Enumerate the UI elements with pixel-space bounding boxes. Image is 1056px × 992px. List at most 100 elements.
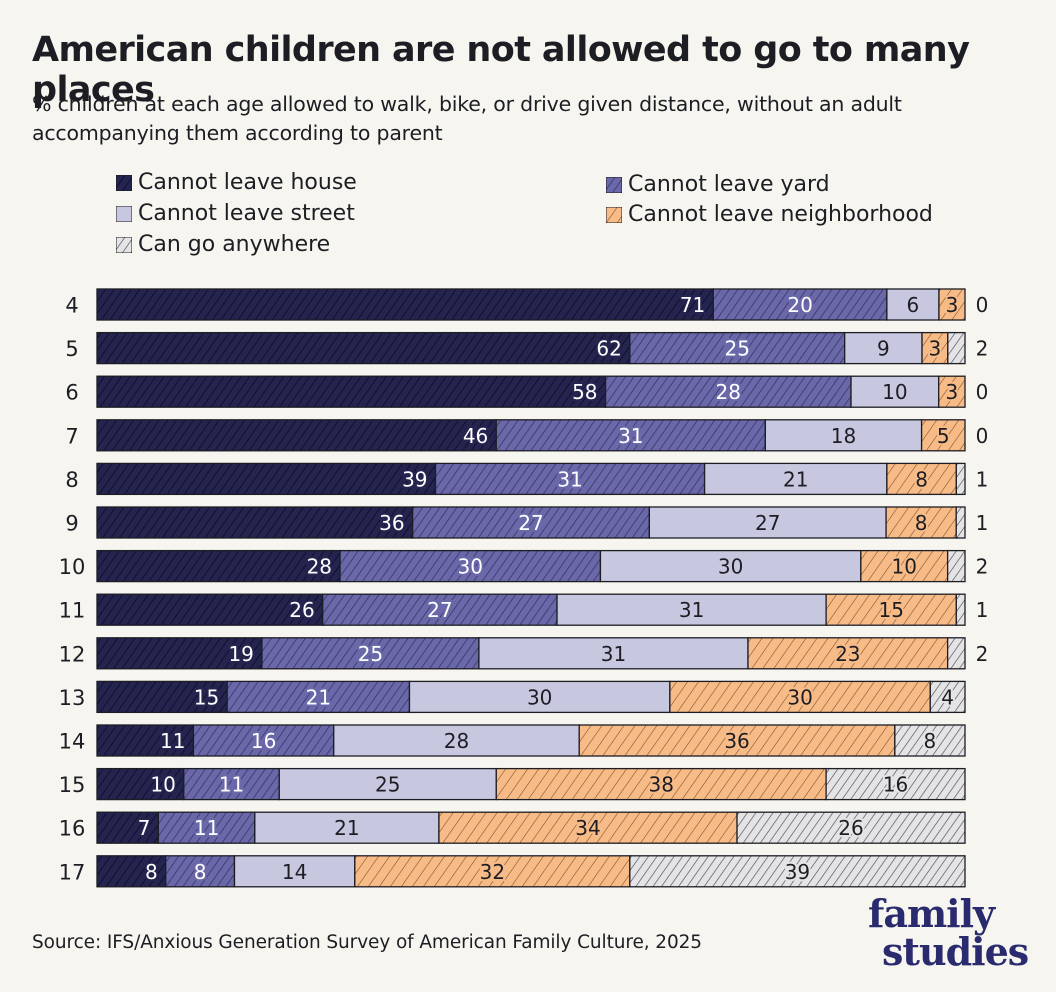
bar-yard-age-5	[629, 331, 846, 365]
bar-yard-age-9	[411, 506, 651, 539]
bar-street-age-16	[254, 811, 440, 844]
data-label-anywhere-age-8: 1	[976, 467, 989, 491]
bar-neighborhood-age-9	[885, 506, 957, 539]
data-label-anywhere-age-17: 39	[785, 860, 810, 884]
bar-street-age-8	[703, 462, 888, 496]
bar-anywhere-age-9	[955, 506, 966, 539]
bar-anywhere-age-5	[947, 331, 966, 365]
data-label-neighborhood-age-16: 34	[575, 816, 600, 840]
bar-neighborhood-age-14	[578, 724, 896, 757]
bar-house-age-10	[96, 549, 341, 583]
bar-yard-age-10	[339, 549, 602, 583]
data-label-yard-age-12: 25	[358, 642, 383, 666]
data-label-house-age-6: 58	[572, 380, 597, 404]
logo-line-2: studies	[882, 929, 1029, 974]
age-label-15: 15	[59, 773, 86, 797]
data-label-anywhere-age-16: 26	[838, 816, 863, 840]
bar-anywhere-age-11	[955, 593, 966, 626]
chart-title: American children are not allowed to go …	[32, 30, 970, 110]
legend-item-street: Cannot leave street	[116, 201, 355, 226]
data-label-yard-age-17: 8	[194, 860, 207, 884]
age-label-12: 12	[59, 642, 86, 666]
age-label-10: 10	[59, 555, 86, 579]
bar-yard-age-7	[495, 419, 767, 452]
data-label-anywhere-age-7: 0	[976, 424, 989, 448]
age-label-17: 17	[59, 860, 86, 884]
legend-item-house: Cannot leave house	[116, 170, 357, 195]
bar-street-age-14	[333, 724, 580, 757]
data-label-anywhere-age-14: 8	[924, 729, 937, 753]
bar-yard-age-13	[226, 680, 411, 714]
data-label-yard-age-4: 20	[787, 293, 812, 317]
data-label-neighborhood-age-5: 3	[929, 337, 942, 361]
data-label-street-age-17: 14	[282, 860, 307, 884]
bar-yard-age-12	[261, 637, 480, 670]
bar-house-age-16	[96, 811, 160, 844]
bar-street-age-9	[648, 506, 887, 539]
data-label-house-age-5: 62	[596, 337, 621, 361]
data-label-anywhere-age-15: 16	[883, 773, 908, 797]
bar-anywhere-age-8	[955, 462, 966, 496]
data-label-street-age-9: 27	[755, 511, 780, 535]
data-label-neighborhood-age-11: 15	[878, 598, 903, 622]
bar-neighborhood-age-5	[921, 331, 949, 365]
data-label-house-age-17: 8	[145, 860, 158, 884]
bar-house-age-14	[96, 724, 195, 757]
data-label-yard-age-14: 16	[251, 729, 276, 753]
data-label-house-age-12: 19	[228, 642, 253, 666]
data-label-street-age-15: 25	[375, 773, 400, 797]
data-label-neighborhood-age-9: 8	[915, 511, 928, 535]
legend-swatch-yard	[606, 176, 622, 193]
legend-label-neighborhood: Cannot leave neighborhood	[628, 202, 933, 227]
legend-item-anywhere: Can go anywhere	[116, 232, 330, 257]
data-label-yard-age-15: 11	[219, 773, 244, 797]
data-label-yard-age-9: 27	[518, 511, 543, 535]
data-label-neighborhood-age-14: 36	[724, 729, 749, 753]
data-label-yard-age-13: 21	[306, 685, 331, 709]
bar-neighborhood-age-4	[938, 288, 966, 321]
data-label-house-age-8: 39	[402, 467, 427, 491]
data-label-street-age-12: 31	[601, 642, 626, 666]
age-label-11: 11	[59, 599, 86, 623]
bar-neighborhood-age-7	[920, 419, 966, 452]
chart-subtitle: % children at each age allowed to walk, …	[32, 92, 902, 145]
bar-yard-age-11	[322, 593, 558, 626]
logo-line-1: family	[868, 891, 995, 936]
bar-street-age-12	[478, 637, 749, 670]
data-label-neighborhood-age-13: 30	[787, 685, 812, 709]
data-label-street-age-5: 9	[877, 337, 890, 361]
data-label-anywhere-age-4: 0	[976, 293, 989, 317]
legend-label-street: Cannot leave street	[138, 201, 355, 226]
bar-anywhere-age-17	[629, 855, 966, 888]
data-label-anywhere-age-9: 1	[976, 511, 989, 535]
bar-neighborhood-age-10	[860, 549, 949, 583]
age-label-8: 8	[65, 468, 78, 492]
bar-neighborhood-age-17	[354, 855, 631, 888]
bar-yard-age-14	[192, 724, 335, 757]
age-label-7: 7	[65, 424, 78, 448]
bar-anywhere-age-14	[894, 724, 966, 757]
bar-anywhere-age-10	[946, 549, 966, 583]
data-label-yard-age-6: 28	[716, 380, 741, 404]
data-label-street-age-6: 10	[882, 380, 907, 404]
bar-house-age-9	[96, 506, 414, 539]
age-label-13: 13	[59, 686, 86, 710]
data-label-street-age-4: 6	[907, 293, 920, 317]
bar-street-age-7	[764, 419, 923, 452]
source-note: Source: IFS/Anxious Generation Survey of…	[32, 932, 702, 953]
data-label-neighborhood-age-7: 5	[937, 424, 950, 448]
data-label-house-age-14: 11	[160, 729, 185, 753]
legend-item-neighborhood: Cannot leave neighborhood	[606, 202, 933, 227]
bar-anywhere-age-13	[929, 680, 966, 714]
data-label-neighborhood-age-17: 32	[480, 860, 505, 884]
data-label-house-age-13: 15	[194, 685, 219, 709]
legend-swatch-neighborhood	[606, 206, 622, 223]
data-label-house-age-11: 26	[289, 598, 314, 622]
data-label-street-age-14: 28	[444, 729, 469, 753]
bar-house-age-4	[96, 288, 714, 321]
bar-house-age-11	[96, 593, 324, 626]
bar-yard-age-16	[157, 811, 256, 844]
data-label-yard-age-16: 11	[194, 816, 219, 840]
data-label-yard-age-8: 31	[557, 467, 582, 491]
